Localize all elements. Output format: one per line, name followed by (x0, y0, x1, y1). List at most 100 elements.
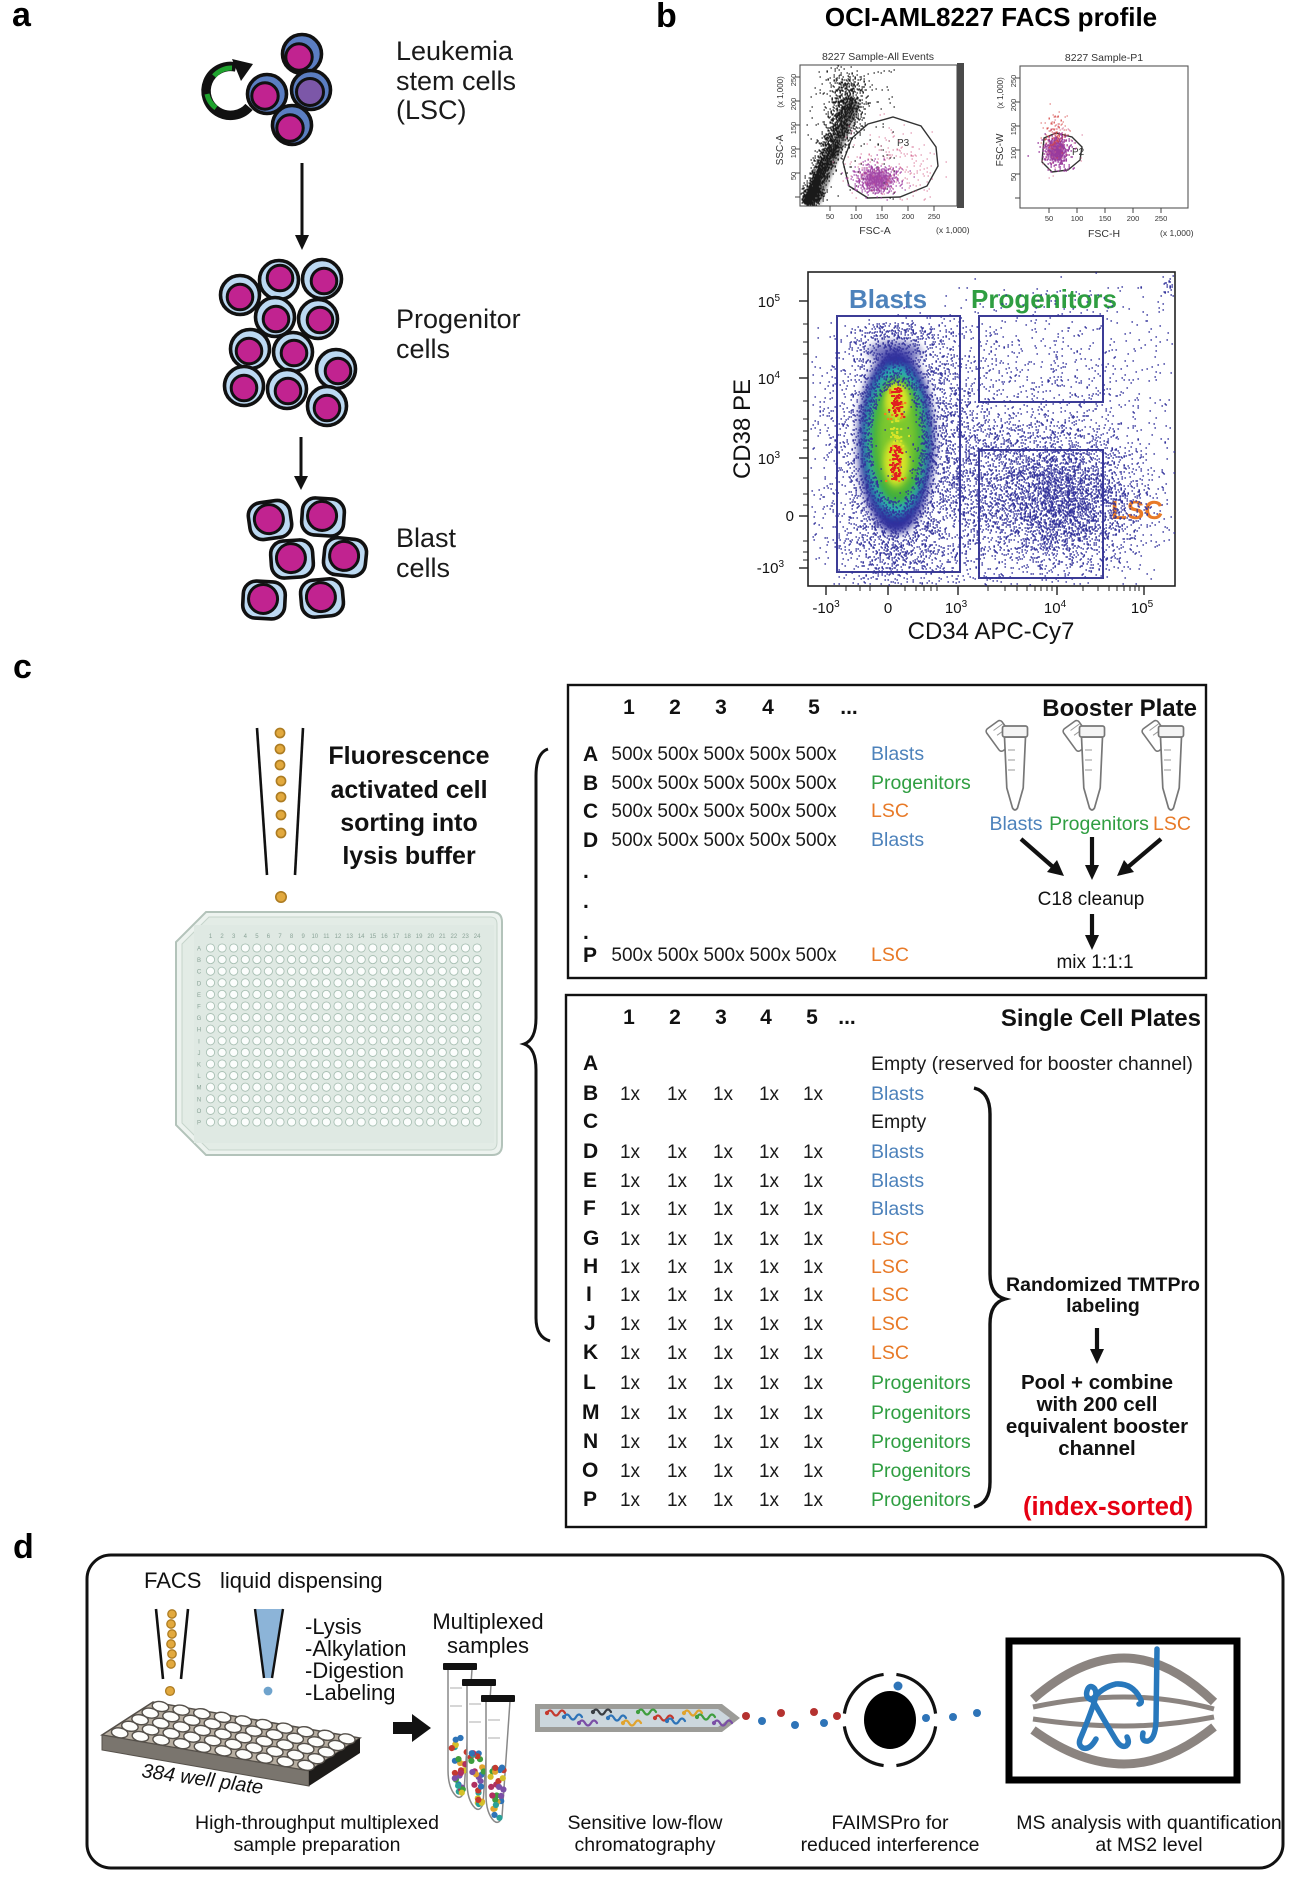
svg-text:150: 150 (876, 212, 889, 221)
svg-text:Blasts: Blasts (871, 1083, 924, 1105)
svg-text:(x 1,000): (x 1,000) (776, 76, 785, 108)
svg-text:A: A (583, 1052, 598, 1075)
svg-text:samples: samples (447, 1633, 529, 1658)
svg-text:1x: 1x (713, 1257, 734, 1278)
svg-text:O: O (582, 1459, 598, 1482)
svg-text:Blasts: Blasts (871, 829, 924, 851)
svg-text:1x: 1x (803, 1285, 824, 1306)
svg-text:J: J (584, 1312, 596, 1335)
svg-text:1x: 1x (667, 1403, 688, 1424)
svg-text:reduced interference: reduced interference (801, 1834, 980, 1856)
svg-text:H: H (583, 1255, 598, 1278)
svg-text:1x: 1x (620, 1142, 641, 1163)
svg-text:-Alkylation: -Alkylation (305, 1636, 406, 1661)
svg-text:.: . (583, 921, 589, 944)
svg-text:1x: 1x (713, 1373, 734, 1394)
svg-text:500x: 500x (657, 773, 699, 794)
svg-text:17: 17 (393, 934, 400, 940)
svg-text:C: C (583, 1110, 598, 1133)
svg-text:20: 20 (427, 934, 434, 940)
svg-text:1x: 1x (620, 1229, 641, 1250)
svg-text:a: a (12, 0, 32, 34)
svg-text:Progenitors: Progenitors (871, 1431, 971, 1453)
svg-text:LSC: LSC (871, 1313, 909, 1335)
svg-text:18: 18 (404, 934, 411, 940)
svg-text:1x: 1x (667, 1373, 688, 1394)
svg-text:50: 50 (789, 172, 798, 180)
svg-text:1x: 1x (620, 1199, 641, 1220)
svg-text:Progenitors: Progenitors (871, 1460, 971, 1482)
svg-text:E: E (197, 993, 201, 999)
svg-text:LSC: LSC (871, 1256, 909, 1278)
svg-text:Blasts: Blasts (871, 1170, 924, 1192)
svg-text:1x: 1x (713, 1461, 734, 1482)
svg-text:FACS: FACS (144, 1568, 201, 1593)
svg-text:9: 9 (302, 934, 306, 940)
svg-text:1x: 1x (759, 1403, 780, 1424)
svg-text:I: I (586, 1283, 592, 1306)
svg-text:CD34 APC-Cy7: CD34 APC-Cy7 (908, 618, 1075, 645)
svg-text:Blasts: Blasts (871, 1141, 924, 1163)
svg-text:1: 1 (209, 934, 213, 940)
svg-text:(x 1,000): (x 1,000) (1160, 228, 1194, 238)
svg-text:100: 100 (850, 212, 863, 221)
svg-text:LSC: LSC (871, 1228, 909, 1250)
svg-text:1x: 1x (803, 1171, 824, 1192)
svg-text:1x: 1x (803, 1461, 824, 1482)
svg-text:1x: 1x (620, 1257, 641, 1278)
svg-text:L: L (197, 1074, 201, 1080)
svg-text:Blasts: Blasts (871, 743, 924, 765)
svg-text:H: H (197, 1028, 201, 1034)
svg-text:LSC: LSC (871, 944, 909, 966)
svg-text:LSC: LSC (871, 1342, 909, 1364)
svg-text:200: 200 (1009, 99, 1018, 112)
svg-text:Fluorescence: Fluorescence (328, 742, 489, 770)
svg-text:7: 7 (278, 934, 282, 940)
svg-text:LSC: LSC (871, 1284, 909, 1306)
svg-text:N: N (583, 1430, 598, 1453)
svg-text:1x: 1x (713, 1229, 734, 1250)
svg-text:23: 23 (462, 934, 469, 940)
svg-text:11: 11 (323, 934, 330, 940)
svg-text:5: 5 (808, 696, 820, 719)
svg-text:150: 150 (1009, 123, 1018, 136)
svg-text:14: 14 (358, 934, 365, 940)
svg-text:1x: 1x (620, 1343, 641, 1364)
svg-text:5: 5 (806, 1006, 818, 1029)
svg-text:1x: 1x (803, 1314, 824, 1335)
svg-text:500x: 500x (749, 945, 791, 966)
svg-text:500x: 500x (703, 773, 745, 794)
svg-text:sorting into: sorting into (340, 809, 477, 837)
svg-text:equivalent booster: equivalent booster (1006, 1415, 1188, 1438)
svg-text:1x: 1x (667, 1432, 688, 1453)
svg-text:-103: -103 (757, 559, 785, 577)
svg-text:L: L (583, 1371, 596, 1394)
svg-text:500x: 500x (795, 744, 837, 765)
svg-text:150: 150 (1099, 214, 1112, 223)
svg-text:P3: P3 (897, 138, 910, 149)
svg-text:2: 2 (669, 1006, 681, 1029)
svg-text:FSC-A: FSC-A (859, 225, 891, 237)
svg-text:Blasts: Blasts (989, 813, 1042, 835)
svg-text:P: P (583, 944, 597, 967)
svg-text:FSC-H: FSC-H (1088, 228, 1120, 240)
svg-text:Empty: Empty (871, 1111, 927, 1133)
svg-text:1x: 1x (620, 1403, 641, 1424)
svg-text:3: 3 (715, 696, 727, 719)
svg-text:100: 100 (789, 146, 798, 159)
svg-text:1x: 1x (759, 1257, 780, 1278)
svg-text:(LSC): (LSC) (396, 95, 467, 125)
svg-text:1x: 1x (667, 1314, 688, 1335)
svg-text:1x: 1x (803, 1199, 824, 1220)
svg-text:8: 8 (290, 934, 294, 940)
svg-text:1x: 1x (713, 1199, 734, 1220)
svg-text:50: 50 (1009, 173, 1018, 181)
svg-text:1x: 1x (667, 1084, 688, 1105)
svg-text:4: 4 (760, 1006, 772, 1029)
svg-text:Blasts: Blasts (849, 284, 927, 314)
svg-text:1x: 1x (713, 1314, 734, 1335)
svg-text:Progenitors: Progenitors (871, 772, 971, 794)
svg-text:500x: 500x (657, 830, 699, 851)
svg-text:4: 4 (762, 696, 774, 719)
svg-text:Progenitors: Progenitors (971, 284, 1117, 314)
